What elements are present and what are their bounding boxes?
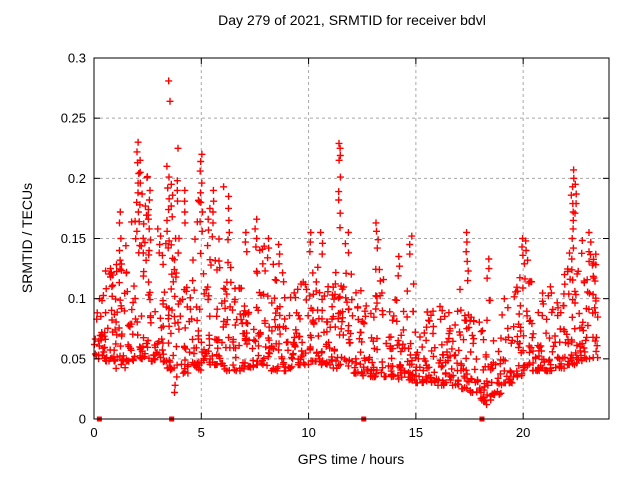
svg-text:0.3: 0.3 (68, 51, 86, 66)
svg-text:0.2: 0.2 (68, 171, 86, 186)
svg-text:20: 20 (516, 425, 530, 440)
svg-text:0.05: 0.05 (61, 351, 86, 366)
svg-text:0.1: 0.1 (68, 291, 86, 306)
svg-text:0: 0 (90, 425, 97, 440)
svg-text:5: 5 (198, 425, 205, 440)
svg-text:0.15: 0.15 (61, 231, 86, 246)
x-tick-labels: 0 5 10 15 20 (90, 425, 530, 440)
svg-text:10: 10 (301, 425, 315, 440)
svg-text:0.25: 0.25 (61, 111, 86, 126)
svg-text:0: 0 (79, 412, 86, 427)
svg-text:15: 15 (409, 425, 423, 440)
chart-title: Day 279 of 2021, SRMTID for receiver bdv… (218, 12, 486, 28)
y-tick-labels: 0 0.05 0.1 0.15 0.2 0.25 0.3 (61, 51, 86, 427)
x-axis-label: GPS time / hours (297, 451, 405, 467)
tick-marks (93, 57, 609, 420)
